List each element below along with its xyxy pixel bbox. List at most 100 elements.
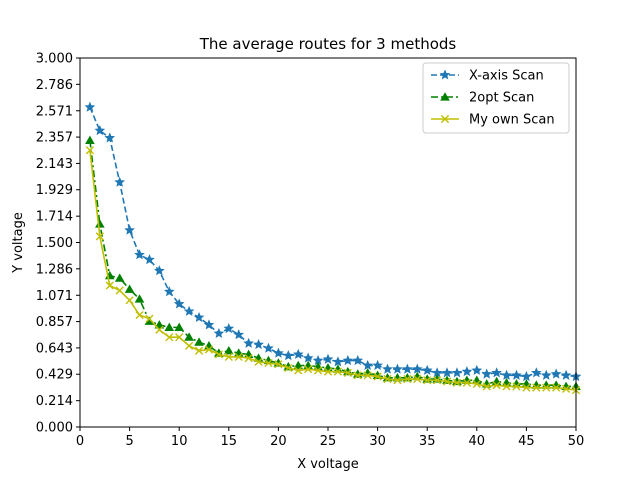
- data-point-marker: [492, 381, 501, 390]
- data-point-marker: [561, 384, 571, 393]
- data-point-marker: [413, 374, 422, 384]
- data-point-marker: [203, 319, 215, 330]
- data-point-marker: [461, 366, 473, 377]
- data-point-marker: [482, 382, 491, 391]
- y-tick-label: 0.000: [36, 421, 73, 436]
- x-tick-label: 40: [469, 434, 486, 449]
- y-tick-label: 0.429: [36, 368, 73, 383]
- data-point-marker: [313, 366, 323, 375]
- y-tick-label: 2.786: [36, 78, 73, 93]
- chart-title: The average routes for 3 methods: [199, 35, 457, 53]
- legend-label: X-axis Scan: [469, 69, 544, 84]
- x-tick-label: 20: [270, 434, 287, 449]
- data-point-marker: [223, 323, 235, 334]
- data-point-marker: [501, 377, 512, 387]
- data-point-marker: [293, 360, 304, 370]
- data-point-marker: [421, 364, 433, 375]
- data-point-marker: [114, 273, 125, 282]
- data-point-marker: [243, 337, 254, 348]
- data-point-marker: [540, 369, 552, 380]
- data-point-marker: [302, 352, 314, 363]
- x-tick-label: 25: [320, 434, 337, 449]
- data-point-marker: [95, 232, 104, 241]
- data-point-marker: [501, 369, 512, 380]
- data-point-marker: [531, 380, 542, 389]
- data-point-marker: [532, 383, 541, 392]
- data-point-marker: [440, 92, 450, 101]
- data-point-marker: [521, 370, 532, 382]
- data-point-marker: [204, 345, 214, 354]
- data-point-marker: [352, 354, 364, 366]
- data-point-marker: [560, 369, 572, 380]
- y-axis-ticks: 0.000 0.214 0.429 0.643 0.857 1.071 1.286 1.500…: [36, 52, 80, 436]
- data-point-marker: [104, 132, 116, 143]
- data-point-marker: [433, 376, 442, 385]
- x-axis-title: X voltage: [297, 457, 359, 472]
- data-point-marker: [402, 363, 413, 374]
- x-tick-label: 35: [419, 434, 436, 449]
- data-point-marker: [95, 219, 105, 228]
- data-point-marker: [372, 359, 383, 371]
- data-point-marker: [392, 363, 403, 374]
- data-point-marker: [323, 363, 333, 372]
- data-point-marker: [481, 368, 493, 379]
- data-point-marker: [491, 367, 502, 378]
- data-point-marker: [274, 360, 283, 369]
- data-point-marker: [512, 382, 521, 391]
- data-point-marker: [452, 378, 462, 387]
- data-point-marker: [175, 333, 184, 342]
- data-point-marker: [472, 375, 482, 384]
- data-point-marker: [304, 365, 313, 374]
- data-point-marker: [114, 176, 125, 187]
- series-x-axis-scan: [84, 101, 582, 382]
- legend-box: [422, 62, 570, 134]
- data-point-marker: [502, 382, 511, 391]
- data-point-marker: [531, 367, 542, 378]
- data-point-marker: [233, 329, 245, 340]
- data-point-marker: [362, 359, 373, 371]
- data-point-marker: [185, 341, 194, 350]
- data-point-marker: [472, 379, 481, 389]
- data-point-marker: [541, 380, 552, 389]
- legend-label: My own Scan: [469, 113, 555, 128]
- y-tick-label: 0.214: [36, 394, 73, 409]
- data-point-marker: [403, 374, 412, 384]
- data-point-marker: [332, 356, 344, 367]
- series-2opt-scan: [85, 135, 581, 391]
- data-point-marker: [213, 327, 225, 339]
- data-point-marker: [362, 368, 373, 377]
- x-axis-ticks: 0 5 10 15 20 25 30 35 40 45 50: [76, 427, 584, 449]
- data-point-marker: [294, 366, 303, 375]
- data-point-marker: [393, 376, 402, 385]
- x-tick-label: 30: [369, 434, 386, 449]
- y-tick-label: 2.357: [36, 131, 73, 146]
- data-point-marker: [411, 363, 423, 374]
- data-point-marker: [550, 368, 562, 379]
- legend: X-axis Scan 2opt Scan My own Scan: [422, 62, 570, 134]
- data-point-marker: [383, 374, 392, 384]
- data-point-marker: [173, 298, 185, 309]
- data-point-marker: [342, 354, 354, 366]
- y-tick-label: 2.143: [36, 157, 73, 172]
- data-point-marker: [85, 146, 95, 155]
- data-point-marker: [273, 347, 284, 358]
- y-tick-label: 1.714: [36, 210, 73, 225]
- y-tick-label: 1.500: [36, 236, 73, 251]
- data-point-marker: [253, 339, 264, 350]
- data-point-marker: [343, 368, 352, 377]
- data-point-marker: [125, 296, 134, 305]
- data-point-marker: [165, 333, 174, 342]
- data-point-marker: [303, 360, 313, 370]
- data-point-marker: [363, 371, 372, 380]
- series-line: [89, 140, 576, 388]
- data-point-marker: [441, 367, 453, 378]
- data-point-marker: [511, 369, 522, 380]
- series-lines: [84, 101, 582, 395]
- data-point-marker: [164, 322, 175, 331]
- data-point-marker: [134, 249, 145, 260]
- legend-label: 2opt Scan: [469, 91, 534, 106]
- y-tick-label: 0.857: [36, 315, 73, 330]
- data-point-marker: [442, 377, 452, 386]
- data-point-marker: [511, 379, 522, 388]
- series-my-own-scan: [85, 146, 581, 395]
